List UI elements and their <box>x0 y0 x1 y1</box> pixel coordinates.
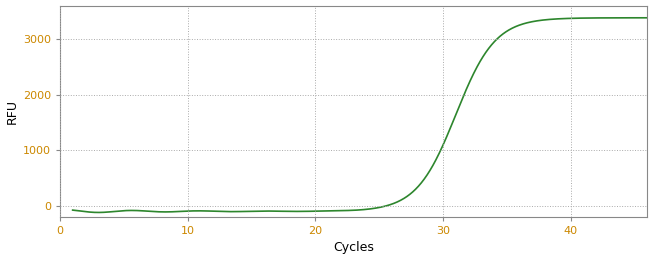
Y-axis label: RFU: RFU <box>6 99 18 124</box>
X-axis label: Cycles: Cycles <box>333 242 374 255</box>
